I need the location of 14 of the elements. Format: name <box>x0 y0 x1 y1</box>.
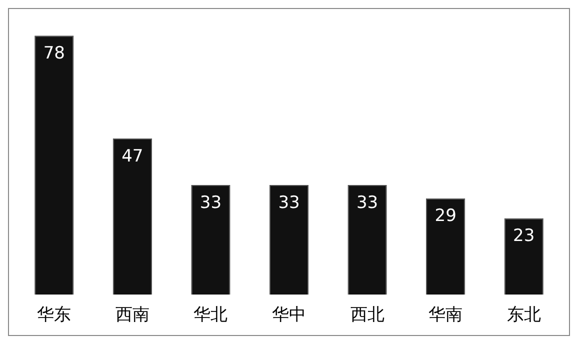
x-tick-label: 华中 <box>272 305 306 326</box>
x-tick-label: 西北 <box>350 305 384 326</box>
data-label: 78 <box>43 44 65 64</box>
x-tick-label: 华北 <box>194 305 228 326</box>
data-label: 47 <box>122 146 144 166</box>
x-tick-label: 东北 <box>506 305 541 326</box>
data-label: 33 <box>356 192 378 213</box>
data-label: 33 <box>200 192 222 213</box>
data-label: 23 <box>513 226 535 246</box>
x-tick-label: 华东 <box>37 305 72 326</box>
x-tick-label: 西南 <box>115 305 150 326</box>
data-label: 33 <box>278 192 300 213</box>
data-label: 29 <box>434 206 456 226</box>
x-tick-label: 华南 <box>428 305 463 326</box>
